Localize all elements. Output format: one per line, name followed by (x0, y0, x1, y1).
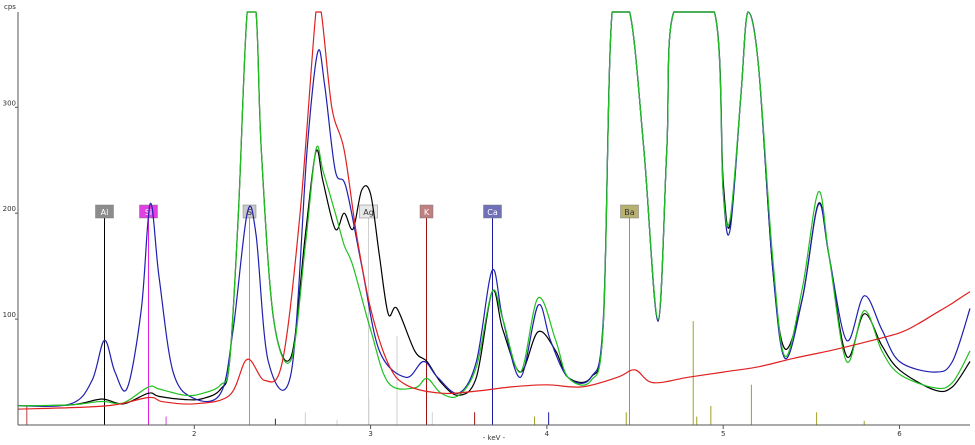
ticks: 2 3 4 5 6 100 200 300 (3, 99, 903, 438)
axes (17, 12, 970, 426)
marker-label-ca: Ca (487, 208, 498, 217)
marker-box-al[interactable] (95, 204, 114, 219)
x-tick-label-5: 5 (721, 430, 725, 438)
element-markers: Al Si S Ag K Ca Ba (95, 204, 639, 425)
series-line-1 (17, 11, 971, 407)
x-tick-label-2: 2 (192, 430, 196, 438)
series-line-2 (17, 11, 971, 407)
y-tick-label-200: 200 (3, 205, 16, 213)
series-line-3 (17, 11, 971, 410)
marker-box-ca[interactable] (483, 204, 502, 219)
y-axis-label: cps (4, 3, 16, 11)
marker-box-k[interactable] (419, 204, 434, 219)
marker-label-ba: Ba (624, 208, 634, 217)
spectrum-series (17, 11, 971, 410)
marker-label-k: K (424, 208, 430, 217)
y-tick-label-100: 100 (3, 311, 16, 319)
x-axis-label: - keV - (483, 434, 506, 442)
marker-label-al: Al (101, 208, 109, 217)
y-tick-label-300: 300 (3, 99, 16, 107)
x-tick-label-3: 3 (368, 430, 372, 438)
marker-label-ag: Ag (363, 208, 374, 217)
x-tick-label-6: 6 (897, 430, 902, 438)
marker-box-ba[interactable] (620, 204, 639, 219)
x-tick-label-4: 4 (545, 430, 550, 438)
marker-label-s: S (247, 208, 252, 217)
